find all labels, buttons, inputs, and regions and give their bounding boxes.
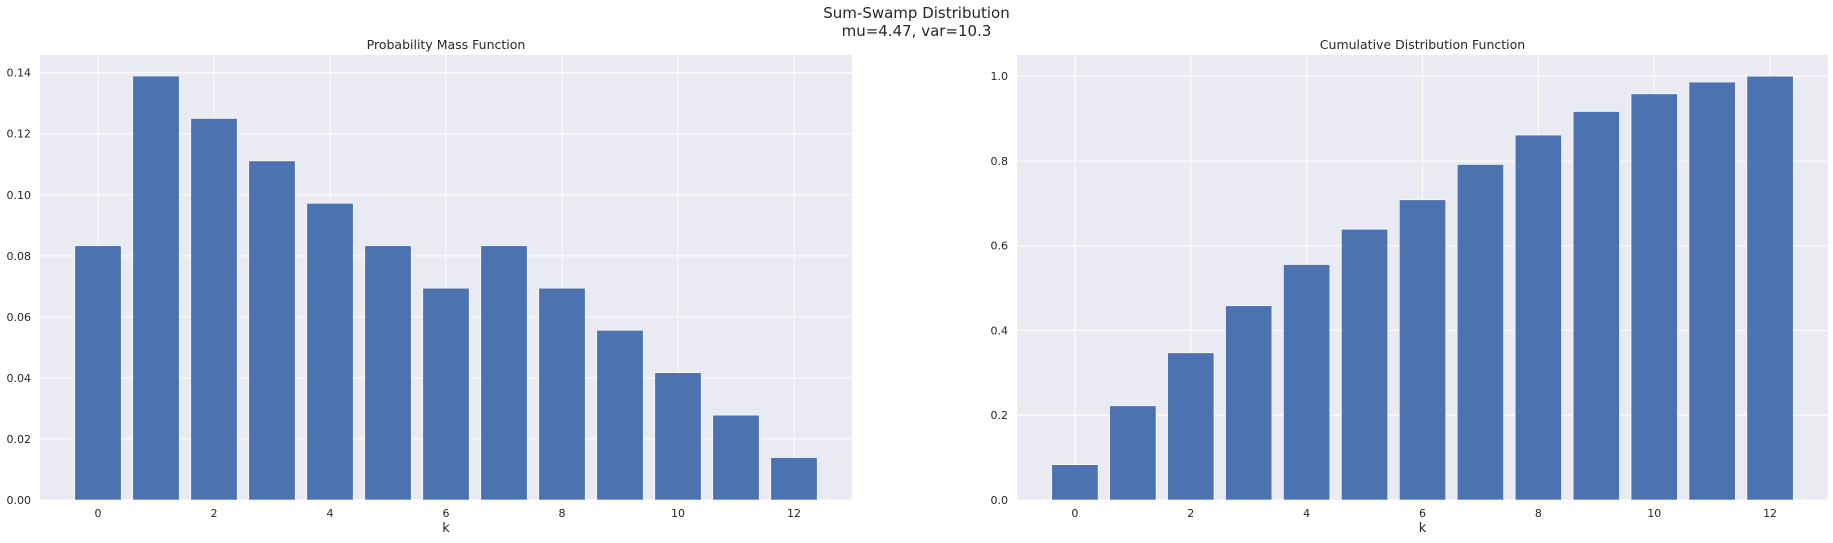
y-tick-label: 0.00 [7, 494, 32, 507]
bar-k8 [538, 287, 586, 501]
bar-k3 [248, 160, 296, 501]
x-axis-label: k [442, 521, 450, 536]
x-tick-label: 6 [443, 507, 450, 520]
x-tick-label: 10 [671, 507, 685, 520]
bar-k12 [770, 457, 818, 501]
y-tick-label: 0.12 [7, 128, 32, 141]
y-tick-label: 0.06 [7, 311, 32, 324]
bar-k9 [596, 330, 644, 501]
x-tick-label: 4 [327, 507, 334, 520]
bar-k1 [132, 75, 180, 501]
x-tick-label: 0 [95, 507, 102, 520]
bar-k4 [306, 203, 354, 501]
bar-k7 [480, 245, 528, 501]
y-tick-label: 0.14 [7, 67, 32, 80]
bar-k6 [422, 287, 470, 501]
y-tick-label: 0.08 [7, 250, 32, 263]
bar-k0 [74, 245, 122, 501]
bar-k11 [712, 414, 760, 501]
y-tick-label: 0.02 [7, 433, 32, 446]
x-tick-label: 2 [211, 507, 218, 520]
bar-k2 [190, 118, 238, 501]
figure-title-line1: Sum-Swamp Distribution [823, 4, 1010, 22]
bar-k10 [654, 372, 702, 501]
bar-k5 [364, 245, 412, 501]
y-tick-label: 0.04 [7, 372, 32, 385]
chart-title: Probability Mass Function [367, 37, 526, 52]
y-tick-label: 0.10 [7, 189, 32, 202]
figure-title-line2: mu=4.47, var=10.3 [841, 22, 992, 40]
figure-title: Sum-Swamp Distribution mu=4.47, var=10.3 [0, 4, 1833, 40]
x-tick-label: 12 [787, 507, 801, 520]
x-tick-label: 8 [559, 507, 566, 520]
